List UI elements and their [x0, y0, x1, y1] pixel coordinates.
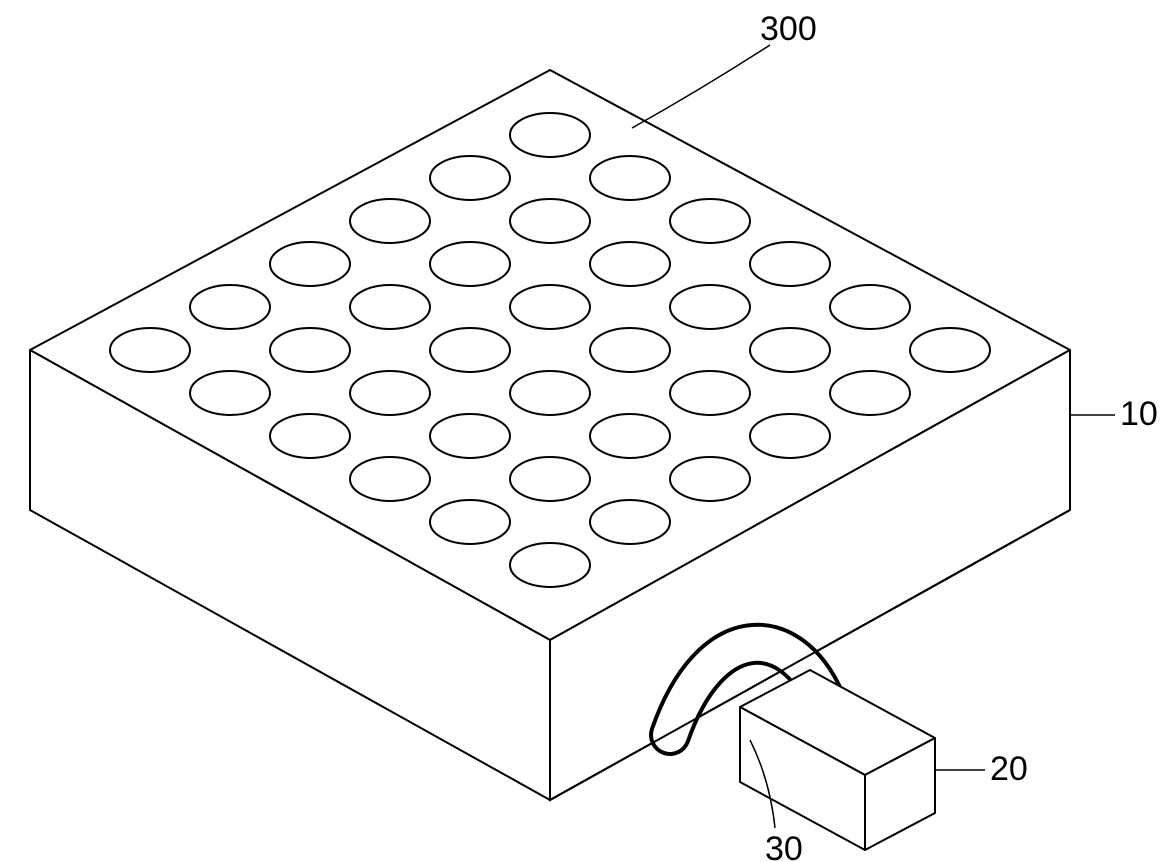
pump-20	[740, 670, 935, 850]
leader-300	[632, 45, 770, 128]
label-300: 300	[760, 10, 817, 48]
label-30: 30	[765, 830, 803, 862]
label-20: 20	[990, 750, 1028, 788]
label-10: 10	[1120, 395, 1158, 433]
